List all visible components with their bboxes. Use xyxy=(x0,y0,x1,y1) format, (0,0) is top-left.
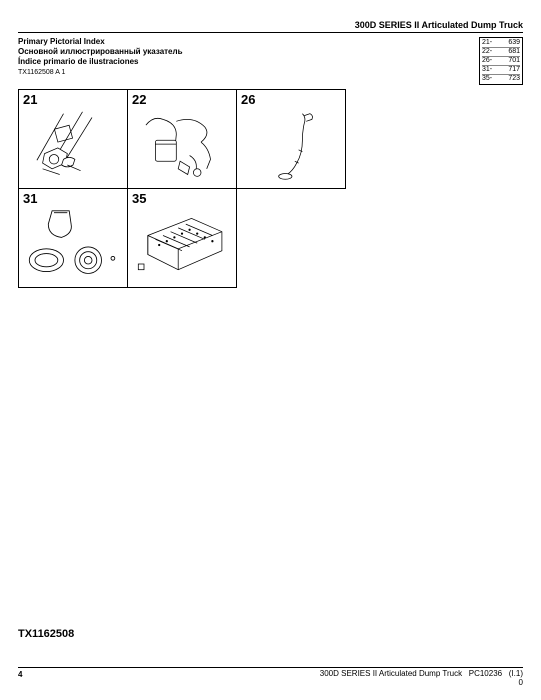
cell-35: 35 xyxy=(127,188,237,288)
page: 300D SERIES II Articulated Dump Truck Pr… xyxy=(0,0,541,700)
grid-row: 21 22 xyxy=(18,89,523,188)
index-page: 639 xyxy=(508,39,520,47)
title-row: Primary Pictorial Index Основной иллюстр… xyxy=(18,37,523,85)
cell-22: 22 xyxy=(127,89,237,189)
index-page: 723 xyxy=(508,75,520,83)
footer-doc: 300D SERIES II Articulated Dump Truck xyxy=(320,669,462,678)
index-section: 21- xyxy=(482,39,492,47)
index-row: 31- 717 xyxy=(482,66,520,75)
index-table: 21- 639 22- 681 26- 701 31- 717 35- 723 xyxy=(479,37,523,85)
title-block: Primary Pictorial Index Основной иллюстр… xyxy=(18,37,183,76)
footer-rev: (I.1) xyxy=(509,669,523,678)
cell-number: 26 xyxy=(241,92,255,107)
index-page: 681 xyxy=(508,48,520,56)
part-illustration xyxy=(132,108,232,184)
index-row: 26- 701 xyxy=(482,57,520,66)
part-illustration xyxy=(132,207,232,283)
index-section: 26- xyxy=(482,57,492,65)
part-illustration xyxy=(23,108,123,184)
title-en: Primary Pictorial Index xyxy=(18,37,183,47)
part-illustration xyxy=(241,108,341,184)
index-section: 35- xyxy=(482,75,492,83)
cell-31: 31 xyxy=(18,188,128,288)
index-row: 22- 681 xyxy=(482,48,520,57)
cell-number: 22 xyxy=(132,92,146,107)
cell-number: 31 xyxy=(23,191,37,206)
index-page: 701 xyxy=(508,57,520,65)
cell-26: 26 xyxy=(236,89,346,189)
part-illustration xyxy=(23,207,123,283)
header-title: 300D SERIES II Articulated Dump Truck xyxy=(18,20,523,33)
drawing-reference: TX1162508 xyxy=(18,628,74,640)
index-page: 717 xyxy=(508,66,520,74)
footer: 4 300D SERIES II Articulated Dump Truck … xyxy=(18,667,523,688)
cell-number: 35 xyxy=(132,191,146,206)
footer-sub: 0 xyxy=(519,678,523,687)
index-section: 22- xyxy=(482,48,492,56)
cell-21: 21 xyxy=(18,89,128,189)
drawing-id: TX1162508 A 1 xyxy=(18,69,183,76)
title-ru: Основной иллюстрированный указатель xyxy=(18,47,183,57)
index-section: 31- xyxy=(482,66,492,74)
index-row: 21- 639 xyxy=(482,39,520,48)
grid-row: 31 xyxy=(18,188,523,287)
pictorial-grid: 21 22 xyxy=(18,89,523,287)
page-number: 4 xyxy=(18,670,22,688)
title-es: Índice primario de ilustraciones xyxy=(18,57,183,67)
footer-pc: PC10236 xyxy=(469,669,502,678)
cell-number: 21 xyxy=(23,92,37,107)
footer-doc-info: 300D SERIES II Articulated Dump Truck PC… xyxy=(320,670,523,688)
index-row: 35- 723 xyxy=(482,75,520,83)
